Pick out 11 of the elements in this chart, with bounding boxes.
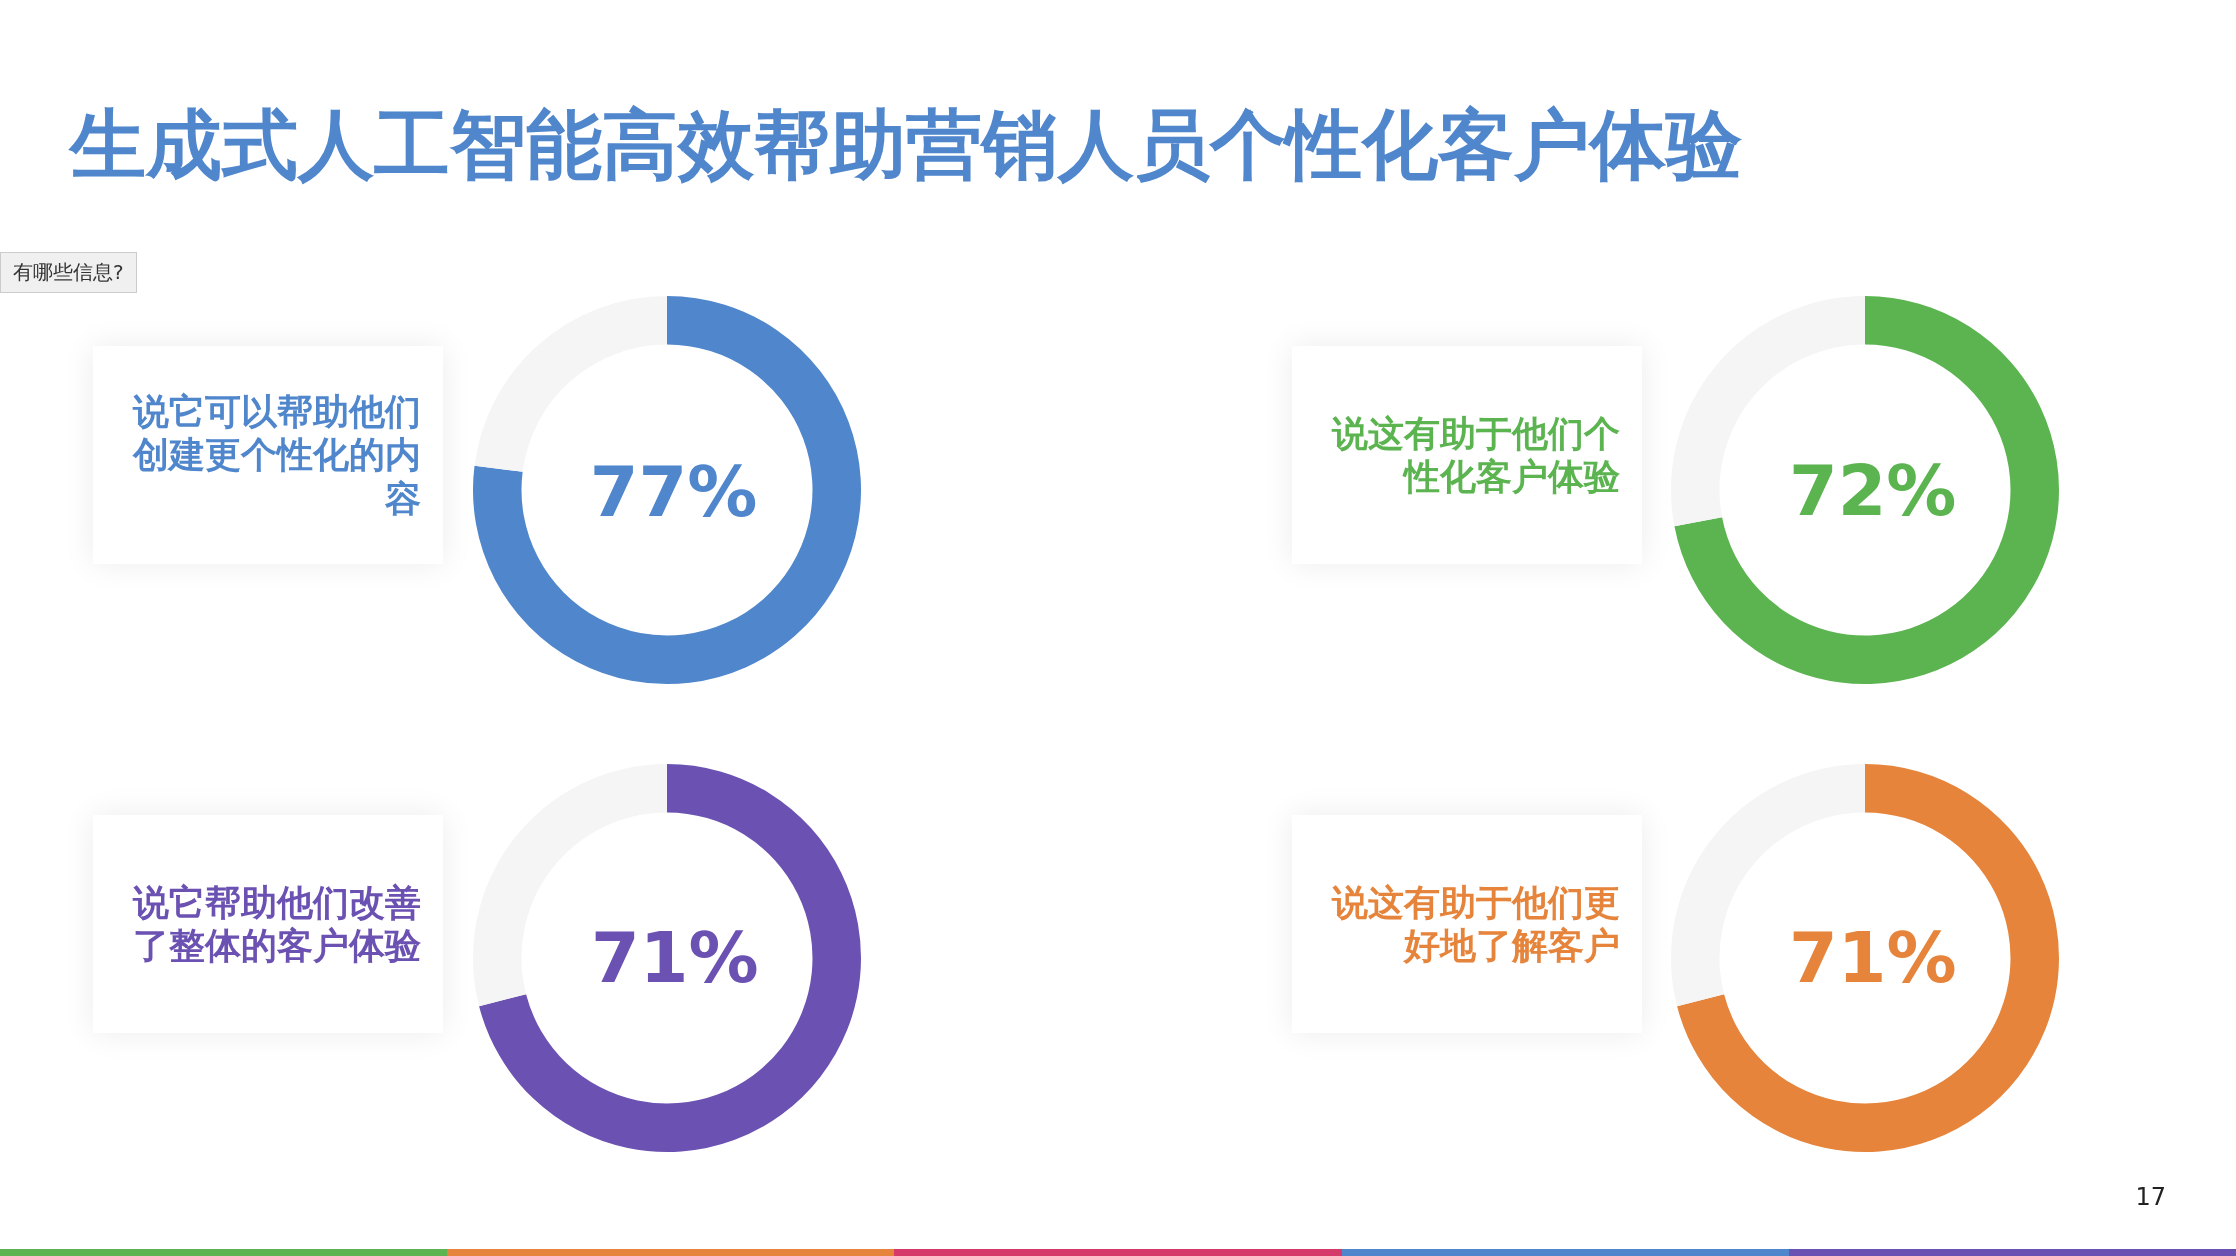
- text: 生成式人工智能高效帮助营销人员个性化客户体验: [70, 99, 1742, 191]
- data-label: 77%: [589, 450, 758, 533]
- text: 说它可以帮助他们创建更个性化的内容: [131, 390, 421, 520]
- text: 说它帮助他们改善了整体的客户体验: [131, 880, 421, 968]
- data-label: 72%: [1788, 449, 1957, 532]
- text: 说这有助于他们个性化客户体验: [1330, 411, 1620, 499]
- data-label: 71%: [1789, 917, 1957, 1000]
- data-label: 71%: [591, 917, 759, 1000]
- text: 说这有助于他们更好地了解客户: [1330, 880, 1620, 968]
- text: 有哪些信息?: [0, 252, 137, 293]
- text: 17: [2135, 1183, 2166, 1211]
